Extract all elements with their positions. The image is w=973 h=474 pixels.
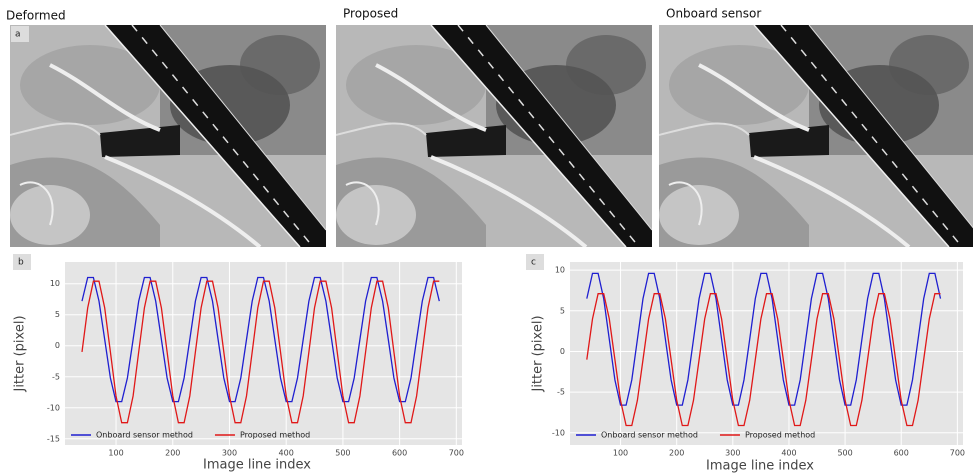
y-tick-label: 5 — [560, 306, 565, 315]
x-tick-label: 100 — [108, 449, 123, 458]
x-tick-label: 500 — [335, 449, 350, 458]
y-tick-label: 0 — [55, 341, 60, 350]
y-tick-label: -5 — [557, 388, 565, 397]
x-tick-label: 100 — [613, 449, 628, 458]
y-tick-label: -5 — [52, 372, 60, 381]
legend-label: Proposed method — [240, 431, 310, 440]
y-tick-label: 10 — [50, 279, 60, 288]
x-axis-label: Image line index — [203, 458, 311, 473]
y-tick-label: -15 — [47, 434, 60, 443]
y-tick-label: -10 — [552, 428, 565, 437]
image-title: Proposed — [343, 7, 398, 21]
y-axis-label: Jitter (pixel) — [13, 315, 28, 392]
panel-label-box — [13, 254, 31, 270]
image-title: Onboard sensor — [666, 7, 761, 21]
x-tick-label: 200 — [165, 449, 180, 458]
series-line — [81, 276, 440, 403]
y-tick-label: 0 — [560, 347, 565, 356]
image-deformed — [10, 25, 326, 247]
plot-background — [65, 262, 462, 445]
x-tick-label: 300 — [222, 449, 237, 458]
legend-label: Onboard sensor method — [96, 431, 193, 440]
x-tick-label: 700 — [950, 449, 965, 458]
y-axis-label: Jitter (pixel) — [531, 315, 546, 392]
series-line — [81, 280, 440, 424]
image-title: Deformed — [6, 9, 66, 23]
series-line — [586, 272, 942, 406]
image-proposed — [336, 25, 652, 247]
x-tick-label: 200 — [669, 449, 684, 458]
panel-label-box — [11, 26, 29, 42]
image-onboard — [659, 25, 973, 247]
x-tick-label: 700 — [449, 449, 464, 458]
x-tick-label: 300 — [725, 449, 740, 458]
x-tick-label: 500 — [837, 449, 852, 458]
x-tick-label: 600 — [392, 449, 407, 458]
panel-label: b — [18, 258, 24, 268]
panel-label-box — [526, 254, 544, 270]
legend-label: Proposed method — [745, 431, 815, 440]
x-axis-label: Image line index — [706, 459, 814, 474]
x-tick-label: 400 — [279, 449, 294, 458]
y-tick-label: -10 — [47, 403, 60, 412]
x-tick-label: 600 — [894, 449, 909, 458]
series-line — [586, 293, 941, 427]
panel-label: a — [15, 30, 21, 40]
y-tick-label: 10 — [555, 266, 565, 275]
panel-label: c — [531, 258, 536, 268]
x-tick-label: 400 — [781, 449, 796, 458]
legend-label: Onboard sensor method — [601, 431, 698, 440]
plot-background — [570, 262, 963, 445]
y-tick-label: 5 — [55, 310, 60, 319]
